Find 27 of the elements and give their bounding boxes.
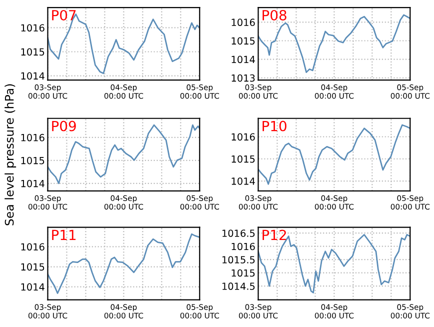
y-tick-label: 1016 — [232, 18, 255, 26]
y-tick-label: 1014.5 — [222, 282, 255, 290]
y-tick-label: 1013 — [232, 74, 255, 82]
y-tick-label: 1016 — [232, 133, 255, 141]
y-tick-label: 1016 — [232, 242, 255, 250]
chart-title: P09 — [52, 120, 76, 132]
y-tick-label: 1015 — [21, 156, 44, 164]
y-tick-label: 1015.5 — [222, 256, 255, 264]
y-tick-label: 1014 — [232, 177, 255, 185]
y-tick-label: 1014 — [21, 72, 44, 80]
y-tick-label: 1015 — [21, 263, 44, 271]
y-tick-label: 1014 — [21, 180, 44, 188]
chart-title: P10 — [262, 120, 286, 132]
y-tick-label: 1015 — [21, 48, 44, 56]
y-tick-label: 1016.5 — [222, 230, 255, 237]
y-tick-label: 1014 — [21, 283, 44, 291]
y-axis-title: Sea level pressure (hPa) — [4, 84, 16, 226]
chart-title: P08 — [262, 10, 286, 20]
chart-title: P11 — [52, 230, 76, 240]
y-tick-label: 1015 — [232, 155, 255, 163]
y-tick-label: 1014 — [232, 56, 255, 64]
y-tick-label: 1016 — [21, 24, 44, 32]
y-tick-label: 1015 — [232, 37, 255, 45]
chart-title: P12 — [262, 230, 286, 240]
y-tick-label: 1016 — [21, 243, 44, 251]
y-tick-label: 1015 — [232, 269, 255, 277]
y-tick-label: 1016 — [21, 134, 44, 142]
